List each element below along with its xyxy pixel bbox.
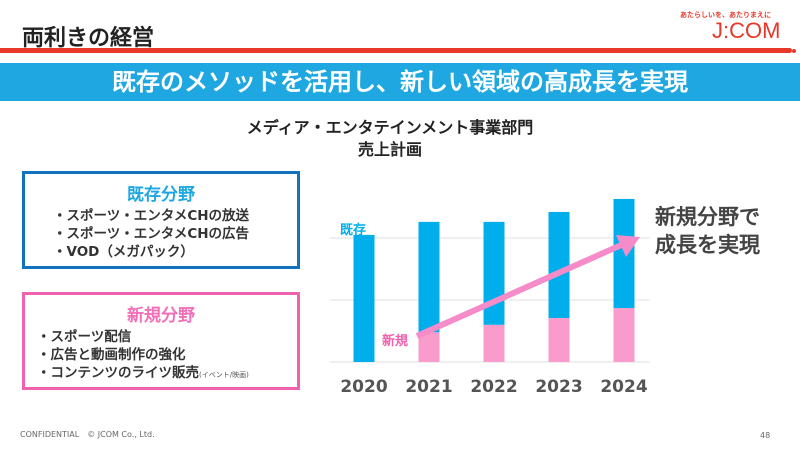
jcom-logo: J:COM: [712, 18, 781, 43]
chart-title: メディア・エンタテインメント事業部門 売上計画: [180, 117, 600, 161]
list-item: ・コンテンツのライツ販売(イベント/映画): [25, 364, 297, 384]
growth-arrow-head: [616, 235, 640, 257]
callout-line2: 成長を実現: [655, 233, 760, 257]
header-divider: [0, 48, 792, 53]
bar-existing-2021: [418, 221, 440, 333]
list-item: ・広告と動画制作の強化: [37, 347, 186, 363]
brand-tagline: あたらしいを、あたりまえに: [680, 11, 771, 19]
bar-new-2021: [418, 332, 440, 362]
list-item: ・スポーツ・エンタメCHの放送: [53, 208, 250, 224]
x-tick-label: 2020: [340, 377, 387, 397]
bar-new-2022: [483, 324, 505, 362]
list-item-text: ・コンテンツのライツ販売: [37, 365, 199, 381]
list-item: ・スポーツ・エンタメCHの広告: [53, 226, 250, 242]
bar-existing-2022: [483, 221, 505, 325]
chart-title-line1: メディア・エンタテインメント事業部門: [246, 118, 534, 137]
x-tick-label: 2022: [470, 377, 517, 397]
existing-field-box: 既存分野 ・スポーツ・エンタメCHの放送 ・スポーツ・エンタメCHの広告 ・VO…: [22, 171, 300, 269]
page-number: 48: [760, 431, 771, 440]
growth-arrow-shaft: [415, 239, 630, 339]
list-item-note: (イベント/映画): [199, 371, 249, 379]
bar-existing-2023: [548, 211, 570, 318]
existing-field-heading: 既存分野: [127, 185, 195, 205]
chart-title-line2: 売上計画: [357, 140, 422, 159]
new-field-box: 新規分野 ・スポーツ配信 ・広告と動画制作の強化 ・コンテンツのライツ販売(イベ…: [22, 292, 300, 390]
list-item: ・VOD（メガパック）: [53, 244, 194, 260]
header-divider-dot: [792, 49, 796, 53]
series-label-new: 新規: [382, 333, 408, 349]
new-field-heading: 新規分野: [127, 306, 195, 326]
bar-existing-2020: [353, 234, 375, 362]
slide-title: 両利きの経営: [22, 26, 155, 51]
x-tick-label: 2021: [405, 377, 452, 397]
bar-new-2024: [613, 308, 635, 362]
growth-callout: 新規分野で 成長を実現: [655, 203, 760, 259]
bar-new-2023: [548, 317, 570, 362]
x-tick-label: 2023: [535, 377, 582, 397]
footer-confidential: CONFIDENTIAL © JCOM Co., Ltd.: [20, 430, 155, 439]
list-item: ・スポーツ配信: [37, 329, 132, 345]
series-label-existing: 既存: [340, 222, 366, 238]
callout-line1: 新規分野で: [655, 205, 760, 229]
bar-existing-2024: [613, 198, 635, 309]
headline-banner: 既存のメソッドを活用し、新しい領域の高成長を実現: [0, 63, 800, 101]
x-tick-label: 2024: [600, 377, 647, 397]
